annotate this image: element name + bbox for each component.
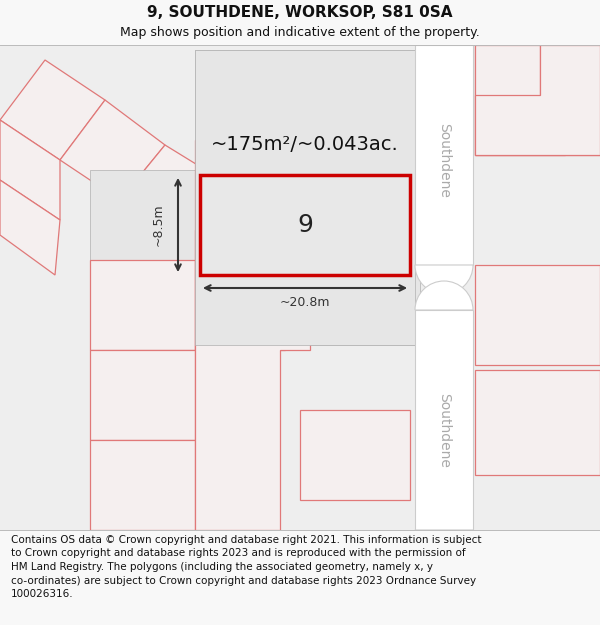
Wedge shape	[415, 281, 473, 310]
Bar	[415, 45, 473, 265]
Bar	[195, 50, 415, 345]
Bar	[415, 310, 473, 530]
Text: Contains OS data © Crown copyright and database right 2021. This information is : Contains OS data © Crown copyright and d…	[11, 535, 481, 599]
Text: ~20.8m: ~20.8m	[280, 296, 330, 309]
Bar	[475, 45, 600, 155]
Text: ~175m²/~0.043ac.: ~175m²/~0.043ac.	[211, 136, 399, 154]
Polygon shape	[195, 230, 310, 530]
Wedge shape	[415, 265, 473, 294]
Polygon shape	[0, 120, 60, 220]
Polygon shape	[60, 100, 165, 200]
Text: ~8.5m: ~8.5m	[151, 204, 164, 246]
Polygon shape	[120, 145, 230, 240]
Bar	[200, 175, 410, 275]
Text: 9: 9	[297, 213, 313, 237]
Polygon shape	[475, 45, 600, 155]
Polygon shape	[185, 185, 290, 275]
Bar	[195, 230, 285, 350]
Text: 9, SOUTHDENE, WORKSOP, S81 0SA: 9, SOUTHDENE, WORKSOP, S81 0SA	[147, 5, 453, 20]
Text: Southdene: Southdene	[437, 122, 451, 198]
Wedge shape	[415, 530, 473, 559]
Text: Map shows position and indicative extent of the property.: Map shows position and indicative extent…	[120, 26, 480, 39]
Bar	[90, 350, 195, 440]
Bar	[300, 410, 410, 500]
Wedge shape	[415, 16, 473, 45]
Bar	[195, 50, 420, 345]
Bar	[90, 170, 195, 350]
Polygon shape	[475, 45, 565, 155]
Bar	[90, 440, 195, 530]
Text: Southdene: Southdene	[437, 392, 451, 468]
Bar	[195, 140, 285, 230]
Bar	[90, 260, 195, 350]
Bar	[475, 45, 600, 155]
Bar	[475, 370, 600, 475]
Bar	[475, 265, 600, 365]
Polygon shape	[0, 60, 105, 160]
Polygon shape	[0, 180, 60, 275]
